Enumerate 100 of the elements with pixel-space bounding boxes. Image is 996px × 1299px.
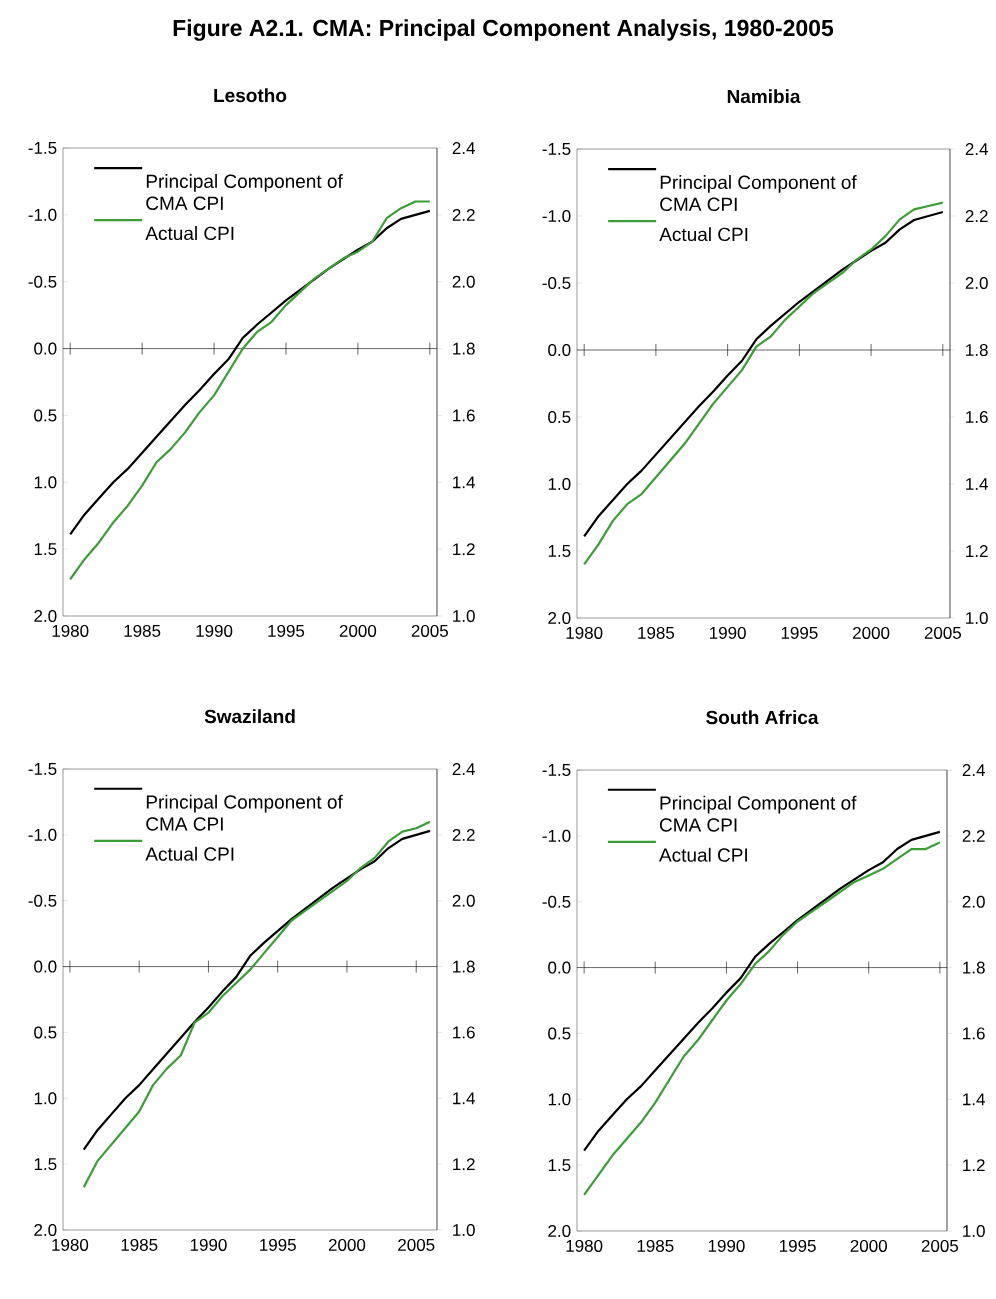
y2-tick-label: 2.0 [962,895,985,908]
y-tick-label: 0.5 [34,1026,57,1039]
y-tick-label: -0.5 [542,895,571,908]
y2-tick-label: 2.2 [452,828,475,841]
y2-tick-label: 1.6 [453,1026,475,1039]
x-tick-label: 2005 [921,1239,959,1252]
y2-tick-label: 1.6 [963,1027,985,1040]
y-tick-label: -1.0 [28,208,57,221]
chart-title: Lesotho [214,88,287,103]
x-tick-label: 1980 [52,624,89,637]
y2-tick-label: 1.8 [453,342,475,355]
y-tick-label: 1.5 [34,1158,57,1171]
y-tick-label: 1.5 [34,543,57,556]
y-tick-label: -1.0 [542,829,571,842]
chart-title: Namibia [727,89,801,104]
x-tick-label: 1985 [121,1238,158,1251]
y-tick-label: 1.0 [34,1092,57,1105]
x-tick-label: 1980 [566,626,603,639]
y2-tick-label: 2.4 [452,142,475,154]
y-tick-label: -1.5 [28,763,57,775]
y2-tick-label: 1.0 [963,1224,985,1238]
chart-title: Swaziland [204,709,295,724]
x-tick-label: 1985 [637,1239,674,1252]
x-tick-label: 1990 [196,624,233,637]
x-tick-label: 2000 [853,626,890,639]
x-tick-label: 2005 [398,1238,435,1251]
y2-tick-label: 1.0 [966,611,988,625]
y2-tick-label: 2.0 [965,276,988,290]
x-tick-label: 2000 [339,624,377,637]
x-tick-label: 1995 [268,624,305,637]
y-tick-label: 1.0 [34,476,57,489]
y2-tick-label: 1.0 [453,609,475,623]
line-series [583,841,941,1196]
y2-tick-label: 1.8 [963,961,985,974]
y-tick-label: 2.0 [34,1223,57,1237]
y2-tick-label: 1.2 [966,545,988,557]
y-tick-label: 0.5 [34,409,57,422]
text: Principal Component of CMA CPI [146,794,343,831]
y-tick-label: -0.5 [28,275,57,288]
y2-tick-label: 1.8 [966,343,988,357]
y2-tick-label: 2.0 [452,275,475,288]
y-tick-label: -1.0 [542,210,571,223]
y2-tick-label: 2.4 [965,143,988,155]
y-tick-label: 2.0 [34,610,57,623]
chart-title: South Africa [706,710,819,725]
y2-tick-label: 1.4 [453,476,475,489]
x-tick-label: 1990 [710,626,746,639]
x-tick-label: 1980 [566,1239,603,1252]
y-tick-label: 0.5 [548,411,571,424]
text: Principal Component of CMA CPI [146,174,343,211]
y2-tick-label: 1.2 [963,1159,985,1172]
y2-tick-label: 2.2 [962,829,985,842]
x-tick-label: 2000 [328,1238,366,1251]
caption: Figure A2.1. CMA: Principal Component Analysis, 1980-2005 [173,19,834,41]
y-tick-label: -1.5 [542,143,571,155]
x-tick-label: 1980 [52,1238,89,1251]
y2-tick-label: 1.6 [453,409,475,422]
y2-tick-label: 1.8 [453,960,475,973]
y-tick-label: 0.0 [548,961,571,974]
y-tick-label: -1.0 [28,828,57,841]
y2-tick-label: 1.0 [453,1223,475,1237]
y-tick-label: 0.0 [34,960,57,973]
y2-tick-label: 1.2 [453,543,475,556]
x-tick-label: 1985 [638,626,675,639]
x-tick-label: 2005 [411,624,448,637]
y-tick-label: 2.0 [548,611,571,625]
y-tick-label: 2.0 [548,1224,571,1238]
y2-tick-label: 2.0 [452,894,475,907]
y-tick-label: 1.5 [548,545,571,557]
legend-label: Actual CPI [659,227,748,242]
y-tick-label: 1.0 [548,477,571,491]
y2-tick-label: 1.4 [963,1093,985,1106]
text: Principal Component of CMA CPI [659,795,857,832]
y-tick-label: -0.5 [28,894,57,907]
y2-tick-label: 1.4 [966,478,988,490]
y-tick-label: -0.5 [542,277,571,290]
y-tick-label: 0.0 [34,342,57,355]
y-tick-label: 0.0 [548,344,571,357]
x-tick-label: 2000 [850,1239,887,1252]
y2-tick-label: 2.2 [452,208,475,221]
text: Principal Component of CMA CPI [660,175,857,212]
y2-tick-label: 1.4 [453,1092,475,1105]
y2-tick-label: 2.4 [452,763,475,775]
x-tick-label: 1995 [781,626,818,639]
x-tick-label: 1990 [190,1238,227,1251]
y-tick-label: -1.5 [542,764,571,776]
y-tick-label: 1.5 [548,1159,571,1172]
y2-tick-label: 2.2 [965,210,988,222]
y2-tick-label: 1.2 [453,1158,475,1171]
x-tick-label: 1985 [124,624,161,637]
y2-tick-label: 2.4 [962,764,985,776]
x-tick-label: 1990 [708,1239,745,1252]
y2-tick-label: 1.6 [966,410,988,424]
legend-label: Actual CPI [145,846,234,861]
y-tick-label: -1.5 [28,142,57,154]
y-tick-label: 0.5 [548,1027,571,1040]
x-tick-label: 1995 [779,1239,816,1252]
x-tick-label: 1995 [260,1238,296,1251]
legend-label: Actual CPI [659,847,747,862]
x-tick-label: 2005 [924,626,961,639]
